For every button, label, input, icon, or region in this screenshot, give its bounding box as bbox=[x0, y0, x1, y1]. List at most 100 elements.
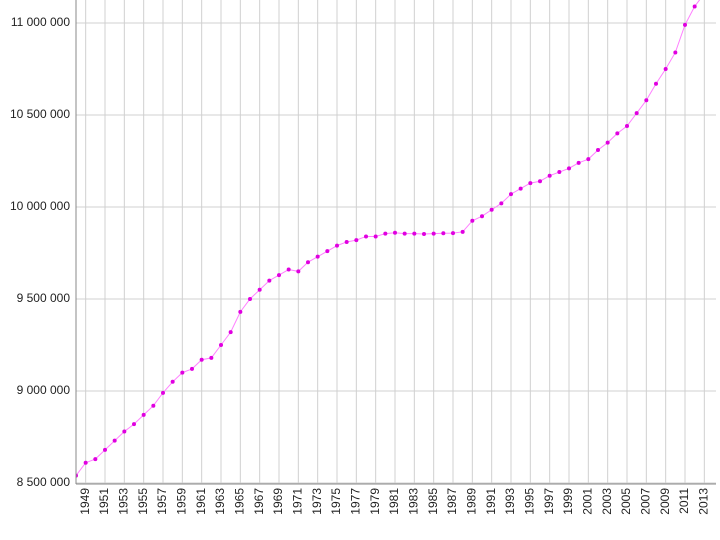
x-tick-label: 1959 bbox=[175, 488, 189, 515]
data-point bbox=[470, 218, 475, 223]
data-point bbox=[412, 231, 417, 236]
x-tick-label: 1995 bbox=[523, 488, 537, 515]
x-tick-label: 1985 bbox=[426, 488, 440, 515]
y-tick-label: 10 000 000 bbox=[10, 199, 70, 213]
data-point bbox=[141, 412, 146, 417]
x-tick-label: 1949 bbox=[78, 488, 92, 515]
data-point bbox=[528, 181, 533, 186]
data-point bbox=[654, 81, 658, 86]
data-point bbox=[576, 160, 581, 165]
data-point bbox=[557, 170, 562, 175]
data-point bbox=[422, 232, 426, 237]
data-point bbox=[615, 131, 620, 136]
data-point bbox=[209, 355, 214, 360]
y-tick-label: 9 500 000 bbox=[17, 291, 71, 305]
data-point bbox=[383, 231, 388, 236]
data-point bbox=[315, 254, 320, 259]
data-point bbox=[161, 390, 165, 395]
data-point bbox=[634, 111, 639, 116]
data-point bbox=[335, 243, 339, 248]
data-point bbox=[402, 231, 407, 236]
data-point bbox=[248, 297, 252, 301]
x-tick-label: 1979 bbox=[368, 488, 382, 515]
x-tick-label: 1997 bbox=[542, 488, 556, 515]
data-point bbox=[170, 379, 175, 384]
data-point bbox=[373, 234, 378, 239]
y-tick-label: 8 500 000 bbox=[17, 475, 71, 489]
y-tick-label: 11 000 000 bbox=[11, 15, 70, 29]
data-point bbox=[354, 238, 359, 243]
x-tick-label: 1963 bbox=[213, 488, 227, 515]
x-tick-label: 2005 bbox=[619, 488, 633, 515]
data-point bbox=[132, 422, 136, 427]
data-point bbox=[257, 287, 262, 292]
x-tick-label: 1953 bbox=[117, 488, 131, 515]
x-tick-label: 2007 bbox=[639, 488, 653, 515]
data-point bbox=[692, 4, 697, 9]
data-point bbox=[441, 231, 446, 236]
y-tick-label: 9 000 000 bbox=[17, 383, 71, 397]
data-point bbox=[122, 429, 127, 434]
x-tick-label: 2003 bbox=[600, 488, 614, 515]
x-tick-label: 1955 bbox=[136, 488, 150, 515]
x-tick-label: 2013 bbox=[697, 488, 711, 515]
data-point bbox=[673, 50, 678, 55]
y-tick-label: 10 500 000 bbox=[10, 107, 70, 121]
x-tick-label: 1965 bbox=[233, 488, 247, 515]
x-tick-label: 1983 bbox=[407, 488, 421, 515]
data-point bbox=[625, 124, 629, 129]
data-point bbox=[518, 186, 523, 191]
data-point bbox=[393, 230, 397, 235]
data-point bbox=[344, 239, 349, 244]
x-tick-label: 2011 bbox=[677, 488, 691, 514]
data-point bbox=[586, 157, 591, 162]
x-tick-label: 1987 bbox=[445, 488, 459, 515]
x-tick-label: 1967 bbox=[252, 488, 266, 515]
x-tick-label: 1951 bbox=[97, 488, 111, 515]
x-tick-label: 2009 bbox=[658, 488, 672, 515]
x-tick-label: 2001 bbox=[581, 488, 595, 515]
data-point bbox=[151, 403, 156, 408]
data-point bbox=[364, 234, 368, 239]
data-point bbox=[103, 447, 107, 452]
data-point bbox=[199, 357, 204, 362]
data-point bbox=[228, 330, 233, 335]
x-tick-label: 1993 bbox=[503, 488, 517, 515]
data-point bbox=[219, 343, 223, 347]
x-tick-label: 1971 bbox=[291, 488, 305, 515]
data-point bbox=[451, 231, 455, 236]
data-point bbox=[325, 249, 330, 254]
data-point bbox=[596, 147, 600, 152]
data-point bbox=[509, 192, 513, 197]
data-point bbox=[489, 207, 494, 212]
data-point bbox=[93, 457, 98, 462]
x-tick-label: 1973 bbox=[310, 488, 324, 515]
series-line bbox=[76, 0, 701, 476]
data-point bbox=[538, 179, 542, 184]
data-point bbox=[190, 366, 194, 371]
data-point bbox=[547, 173, 552, 178]
data-point bbox=[277, 273, 281, 278]
data-point bbox=[644, 98, 649, 103]
data-point bbox=[112, 438, 117, 443]
data-point bbox=[296, 269, 301, 274]
x-tick-label: 1977 bbox=[349, 488, 363, 515]
data-point bbox=[238, 309, 243, 314]
data-point bbox=[499, 201, 504, 206]
data-point bbox=[286, 267, 291, 272]
data-point bbox=[431, 231, 436, 236]
data-point bbox=[605, 140, 610, 145]
data-point bbox=[567, 166, 571, 171]
data-point bbox=[480, 214, 484, 219]
data-point bbox=[663, 67, 668, 71]
data-point bbox=[83, 460, 88, 465]
x-tick-label: 1961 bbox=[194, 488, 208, 515]
data-point bbox=[683, 22, 687, 27]
x-tick-label: 1957 bbox=[155, 488, 169, 515]
data-point bbox=[180, 370, 185, 375]
data-point bbox=[460, 229, 465, 234]
x-tick-label: 1989 bbox=[465, 488, 479, 515]
x-tick-label: 1981 bbox=[387, 488, 401, 515]
x-tick-label: 1969 bbox=[271, 488, 285, 515]
